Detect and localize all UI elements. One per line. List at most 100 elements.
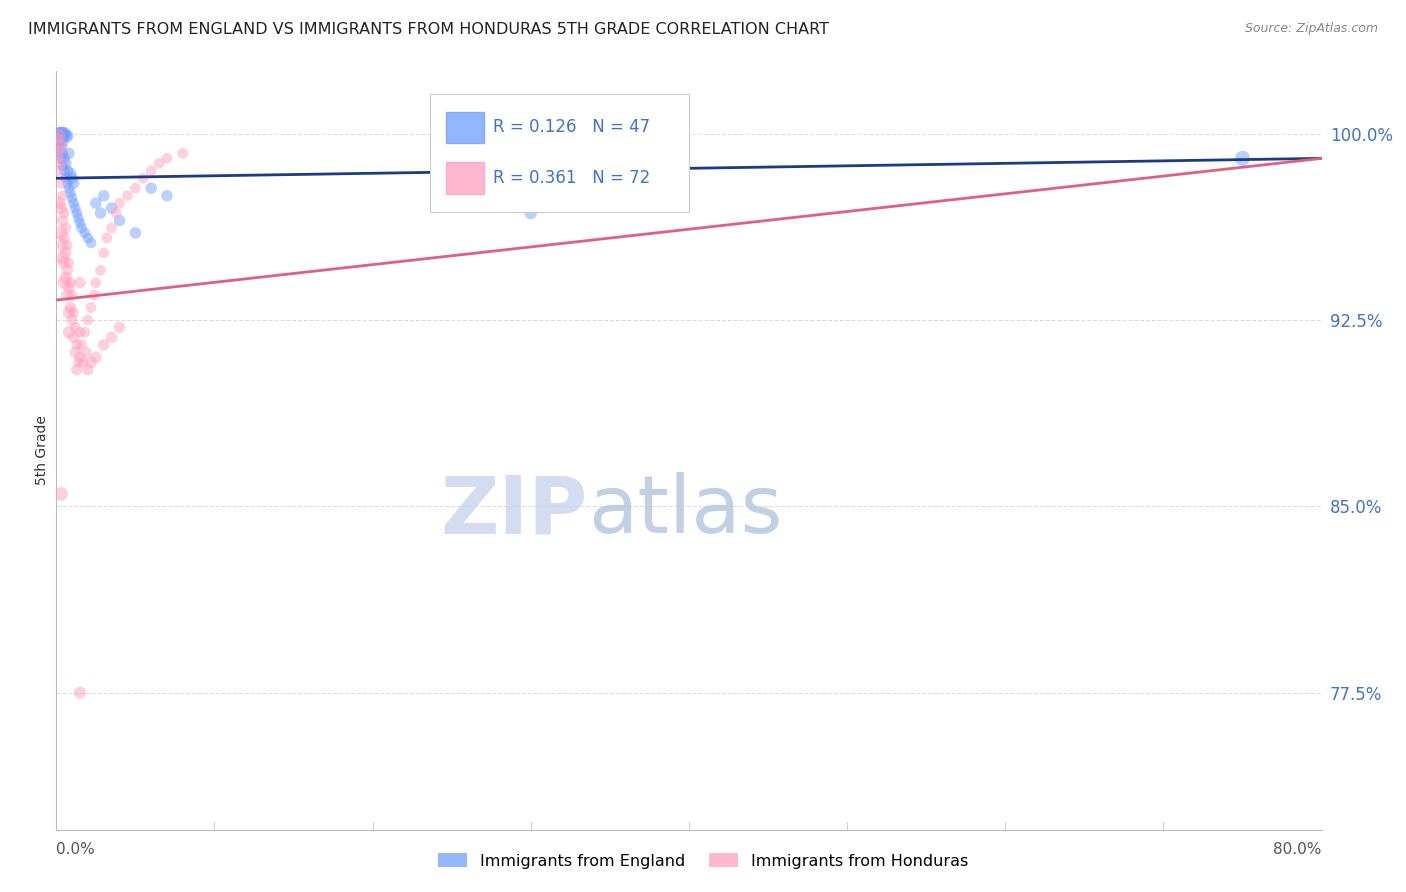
Y-axis label: 5th Grade: 5th Grade xyxy=(35,416,49,485)
Point xyxy=(49,139,72,153)
Point xyxy=(67,211,90,225)
Point xyxy=(93,188,115,202)
Point xyxy=(65,201,87,215)
Point xyxy=(56,288,79,302)
Point xyxy=(172,146,194,161)
Point xyxy=(84,196,107,211)
Point xyxy=(53,276,76,290)
Point xyxy=(66,338,89,352)
Point xyxy=(100,221,122,235)
Text: atlas: atlas xyxy=(588,472,782,550)
Point xyxy=(53,152,76,166)
Point xyxy=(55,245,77,260)
Text: 80.0%: 80.0% xyxy=(1274,842,1322,857)
Point xyxy=(69,686,91,700)
Point xyxy=(519,206,541,220)
Bar xyxy=(446,162,484,194)
Point xyxy=(55,128,77,143)
Point xyxy=(90,206,111,220)
Point xyxy=(56,163,79,178)
Point xyxy=(124,226,146,240)
Point xyxy=(65,345,87,359)
Point xyxy=(60,171,83,186)
Point xyxy=(46,131,69,145)
Point xyxy=(141,181,162,195)
Point xyxy=(59,186,82,201)
Point xyxy=(62,176,84,190)
Point xyxy=(62,305,84,319)
Point xyxy=(76,362,98,376)
Point xyxy=(53,127,76,141)
Point xyxy=(60,288,83,302)
Point xyxy=(49,487,72,501)
Point xyxy=(73,226,96,240)
Text: 0.0%: 0.0% xyxy=(56,842,96,857)
Bar xyxy=(446,112,484,144)
Point xyxy=(132,171,155,186)
Point xyxy=(83,288,105,302)
Point xyxy=(80,235,103,250)
Point xyxy=(48,144,70,158)
Point xyxy=(67,355,90,369)
Point xyxy=(52,213,75,227)
Point xyxy=(60,191,83,205)
Point xyxy=(56,238,79,252)
Point xyxy=(59,276,82,290)
Point xyxy=(53,206,76,220)
Point xyxy=(49,176,72,190)
Point xyxy=(90,263,111,277)
Point xyxy=(49,226,72,240)
Point xyxy=(62,330,84,344)
Text: R = 0.126   N = 47: R = 0.126 N = 47 xyxy=(492,119,650,136)
Point xyxy=(56,176,79,190)
Point xyxy=(156,188,179,202)
Point xyxy=(84,350,107,364)
Point xyxy=(66,206,89,220)
Point xyxy=(80,355,103,369)
Point xyxy=(58,280,80,294)
Point xyxy=(80,301,103,315)
Point xyxy=(73,326,96,340)
Text: ZIP: ZIP xyxy=(440,472,588,550)
Point xyxy=(76,231,98,245)
Text: R = 0.361   N = 72: R = 0.361 N = 72 xyxy=(492,169,650,187)
Point xyxy=(49,152,72,166)
Point xyxy=(48,144,70,158)
Point xyxy=(55,156,77,170)
FancyBboxPatch shape xyxy=(430,95,689,211)
Point xyxy=(49,201,72,215)
Point xyxy=(75,345,97,359)
Point xyxy=(52,127,75,141)
Point xyxy=(55,171,77,186)
Point xyxy=(49,156,72,170)
Legend: Immigrants from England, Immigrants from Honduras: Immigrants from England, Immigrants from… xyxy=(432,847,974,875)
Point xyxy=(108,196,131,211)
Point xyxy=(58,146,80,161)
Point xyxy=(55,270,77,285)
Point xyxy=(70,221,93,235)
Point xyxy=(48,134,70,148)
Point xyxy=(49,139,72,153)
Point xyxy=(49,128,72,143)
Point xyxy=(100,330,122,344)
Point xyxy=(100,201,122,215)
Point xyxy=(69,216,91,230)
Point xyxy=(46,131,69,145)
Point xyxy=(93,245,115,260)
Point xyxy=(65,320,87,334)
Point xyxy=(141,163,162,178)
Point xyxy=(52,134,75,148)
Point xyxy=(108,213,131,227)
Point xyxy=(72,355,94,369)
Point xyxy=(48,128,70,143)
Point xyxy=(1232,152,1254,166)
Point xyxy=(53,231,76,245)
Point xyxy=(52,251,75,265)
Point xyxy=(56,263,79,277)
Point xyxy=(46,152,69,166)
Point xyxy=(52,146,75,161)
Point xyxy=(69,276,91,290)
Text: Source: ZipAtlas.com: Source: ZipAtlas.com xyxy=(1244,22,1378,36)
Point xyxy=(76,313,98,327)
Point xyxy=(60,313,83,327)
